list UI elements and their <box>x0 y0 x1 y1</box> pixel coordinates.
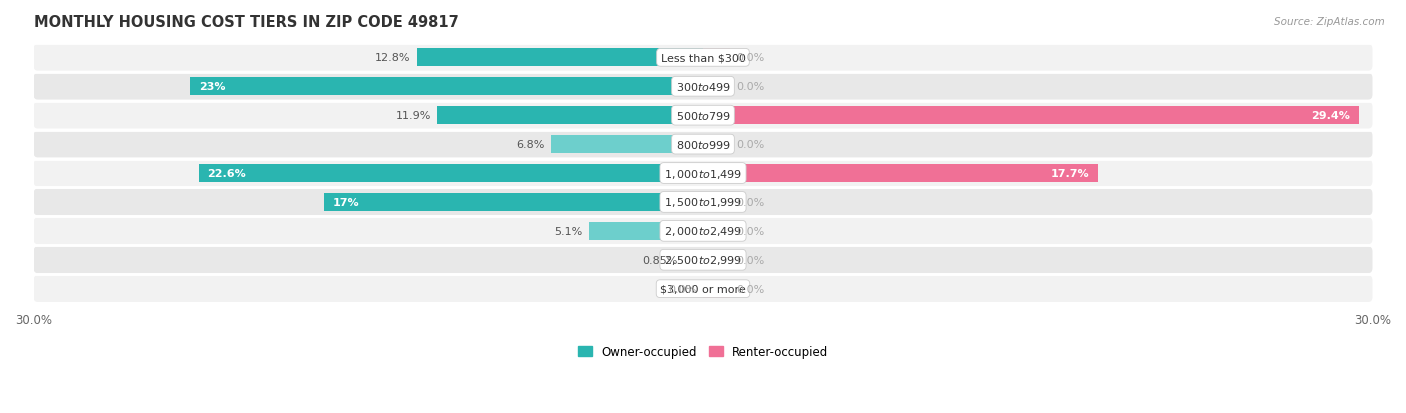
Text: 0.0%: 0.0% <box>737 53 765 63</box>
Text: 22.6%: 22.6% <box>208 169 246 178</box>
FancyBboxPatch shape <box>34 103 1372 129</box>
Text: 0.0%: 0.0% <box>737 255 765 265</box>
Text: $3,000 or more: $3,000 or more <box>661 284 745 294</box>
Bar <box>703 194 730 211</box>
Text: $2,000 to $2,499: $2,000 to $2,499 <box>664 225 742 238</box>
FancyBboxPatch shape <box>34 74 1372 100</box>
FancyBboxPatch shape <box>34 45 1372 71</box>
Bar <box>703 49 730 67</box>
Bar <box>703 78 730 96</box>
Bar <box>198 165 703 183</box>
Text: $1,000 to $1,499: $1,000 to $1,499 <box>664 167 742 180</box>
Bar <box>589 222 703 240</box>
Bar <box>418 49 703 67</box>
Text: 17.7%: 17.7% <box>1050 169 1090 178</box>
Bar <box>703 251 730 269</box>
FancyBboxPatch shape <box>34 189 1372 216</box>
Bar <box>703 165 1098 183</box>
Text: 0.0%: 0.0% <box>668 284 696 294</box>
Bar <box>685 251 703 269</box>
FancyBboxPatch shape <box>34 160 1372 187</box>
Text: $2,500 to $2,999: $2,500 to $2,999 <box>664 254 742 267</box>
Text: MONTHLY HOUSING COST TIERS IN ZIP CODE 49817: MONTHLY HOUSING COST TIERS IN ZIP CODE 4… <box>34 15 458 30</box>
Bar <box>703 107 1360 125</box>
Bar <box>703 136 730 154</box>
Text: $300 to $499: $300 to $499 <box>675 81 731 93</box>
Text: 0.0%: 0.0% <box>737 140 765 150</box>
Text: 0.0%: 0.0% <box>737 82 765 92</box>
Text: 29.4%: 29.4% <box>1312 111 1350 121</box>
Bar <box>551 136 703 154</box>
Text: 23%: 23% <box>198 82 225 92</box>
Text: $1,500 to $1,999: $1,500 to $1,999 <box>664 196 742 209</box>
Bar <box>323 194 703 211</box>
Text: 6.8%: 6.8% <box>516 140 544 150</box>
Legend: Owner-occupied, Renter-occupied: Owner-occupied, Renter-occupied <box>572 341 834 363</box>
Text: Less than $300: Less than $300 <box>661 53 745 63</box>
Bar <box>437 107 703 125</box>
Text: 11.9%: 11.9% <box>395 111 430 121</box>
Text: 12.8%: 12.8% <box>375 53 411 63</box>
Bar <box>703 280 730 298</box>
Text: 0.0%: 0.0% <box>737 284 765 294</box>
Bar <box>190 78 703 96</box>
Text: 5.1%: 5.1% <box>554 226 582 236</box>
FancyBboxPatch shape <box>34 218 1372 244</box>
FancyBboxPatch shape <box>34 276 1372 302</box>
Text: 0.85%: 0.85% <box>643 255 678 265</box>
Bar <box>703 222 730 240</box>
Text: 0.0%: 0.0% <box>737 197 765 207</box>
Text: 0.0%: 0.0% <box>737 226 765 236</box>
Text: Source: ZipAtlas.com: Source: ZipAtlas.com <box>1274 17 1385 26</box>
FancyBboxPatch shape <box>34 131 1372 158</box>
FancyBboxPatch shape <box>34 247 1372 273</box>
Text: $800 to $999: $800 to $999 <box>675 139 731 151</box>
Text: $500 to $799: $500 to $799 <box>675 110 731 122</box>
Text: 17%: 17% <box>333 197 359 207</box>
